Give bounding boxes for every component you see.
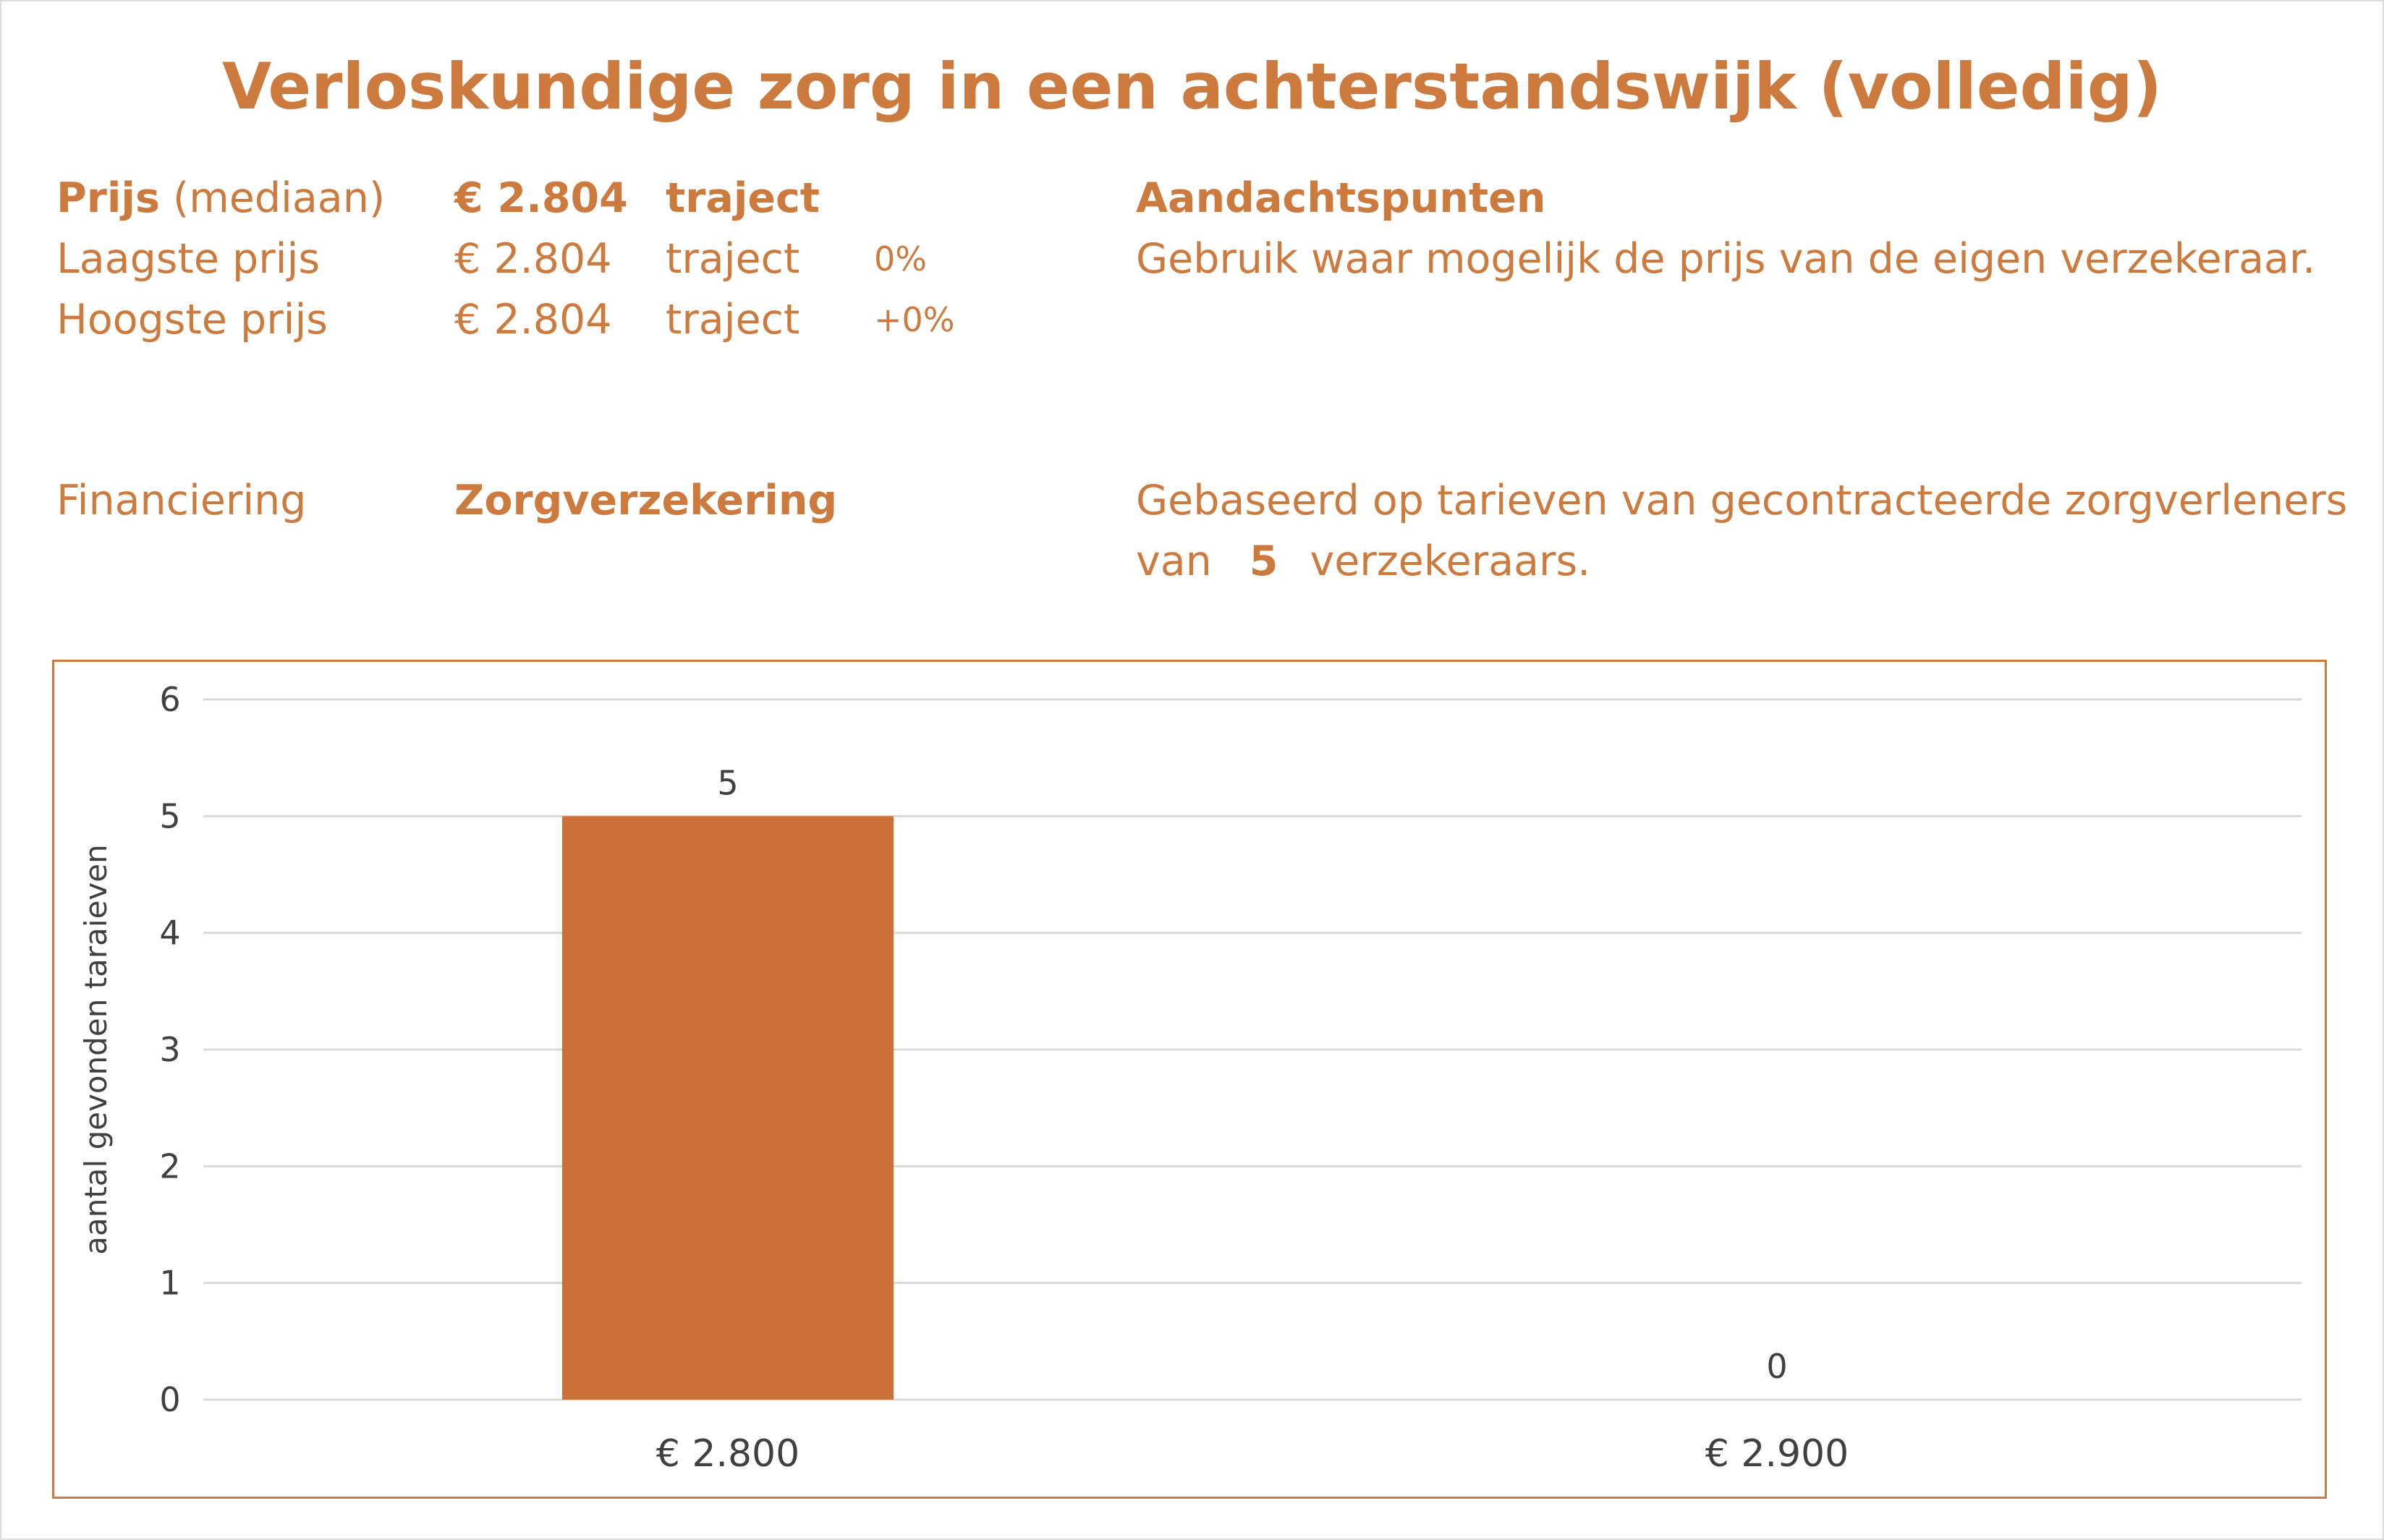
basis-line-2: van 5 verzekeraars. bbox=[1136, 531, 1590, 592]
basis-prefix: van bbox=[1136, 537, 1212, 585]
y-tick-label-2: 2 bbox=[159, 1147, 180, 1186]
median-price-label: Prijs (mediaan) bbox=[56, 168, 385, 229]
median-price-value: € 2.804 bbox=[454, 174, 628, 222]
highest-price-label: Hoogste prijs bbox=[56, 296, 328, 344]
x-tick-label-1: € 2.900 bbox=[1705, 1432, 1849, 1476]
lowest-price-unit: traject bbox=[666, 235, 800, 283]
bar-0 bbox=[561, 816, 894, 1400]
y-axis-title: aantal gevonden taraieven bbox=[78, 844, 114, 1255]
y-tick-label-6: 6 bbox=[159, 680, 180, 719]
x-tick-label-0: € 2.800 bbox=[656, 1432, 799, 1476]
basis-line-1: Gebaseerd op tarieven van gecontracteerd… bbox=[1136, 477, 2348, 524]
y-tick-label-0: 0 bbox=[159, 1380, 180, 1419]
attention-heading: Aandachtspunten bbox=[1136, 174, 1546, 222]
highest-price-unit: traject bbox=[666, 296, 800, 344]
median-price-unit: traject bbox=[666, 174, 820, 222]
attention-text: Gebruik waar mogelijk de prijs van de ei… bbox=[1136, 235, 2316, 283]
lowest-price-pct: 0% bbox=[874, 239, 927, 278]
median-label-bold: Prijs bbox=[56, 174, 160, 222]
y-tick-label-4: 4 bbox=[159, 914, 180, 953]
financing-value: Zorgverzekering bbox=[454, 477, 838, 524]
data-label-1: 0 bbox=[1766, 1347, 1787, 1386]
highest-price-pct: +0% bbox=[874, 300, 955, 339]
median-label-rest: (mediaan) bbox=[173, 174, 386, 222]
chart-container: 0 1 2 3 4 5 6 aantal gevonden taraieven 5 € 2.800… bbox=[52, 660, 2327, 1499]
bar-chart: 0 1 2 3 4 5 6 aantal gevonden taraieven 5 € 2.800… bbox=[78, 680, 2302, 1476]
financing-label: Financiering bbox=[56, 477, 307, 524]
highest-price-value: € 2.804 bbox=[454, 296, 612, 344]
data-label-0: 5 bbox=[717, 763, 738, 802]
y-tick-label-3: 3 bbox=[159, 1030, 180, 1069]
page-title: Verloskundige zorg in een achterstandswi… bbox=[222, 49, 2162, 124]
y-tick-label-1: 1 bbox=[159, 1264, 180, 1303]
lowest-price-label: Laagste prijs bbox=[56, 235, 321, 283]
y-tick-label-5: 5 bbox=[159, 796, 180, 835]
basis-suffix: verzekeraars. bbox=[1310, 537, 1591, 585]
lowest-price-value: € 2.804 bbox=[454, 235, 612, 283]
basis-count: 5 bbox=[1249, 537, 1278, 585]
